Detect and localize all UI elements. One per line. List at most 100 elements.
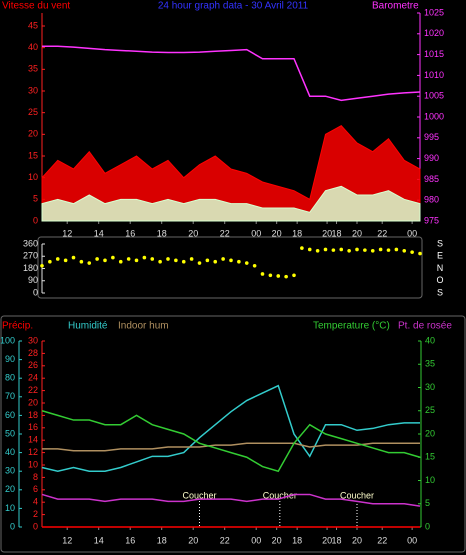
y-tick-label: 980 [424,195,439,205]
point [118,259,123,264]
y-tick-label: N [437,263,444,273]
x-tick-label: 12 [62,228,72,238]
point [237,259,241,264]
y-tick-label: 1005 [424,91,444,101]
point [339,247,344,252]
x-tick-label: 00 [251,228,261,238]
y-tick-label: 12 [28,447,38,457]
x-tick-label: 00 [407,228,417,238]
y-tick-label: 70 [5,391,15,401]
y-tick-label: 1000 [424,111,444,121]
point [394,247,399,252]
y-tick-label: 20 [28,129,38,139]
point [347,249,351,253]
point [221,257,225,261]
point [244,261,249,265]
y-tick-label: 20 [5,484,15,494]
y-tick-label: 4 [33,497,38,507]
point [197,261,202,265]
area [41,185,421,222]
y-tick-label: 10 [5,503,15,513]
line [41,410,421,473]
x-tick-label: 18 [292,535,302,545]
y-tick-label: 14 [28,435,38,445]
y-tick-label: 0 [10,521,15,531]
point [276,274,281,278]
x-tick-label: 22 [377,228,387,238]
x-tick-label: 20 [272,228,282,238]
x-tick-label: 18 [157,228,167,238]
point [268,273,273,278]
y-tick-label: 16 [28,422,38,432]
panel-frame [37,236,423,299]
y-tick-label: 90 [5,354,15,364]
y-tick-label: 28 [28,348,38,358]
x-tick-label: 16 [125,535,135,545]
x-tick-label: 20 [352,535,362,545]
y-tick-label: 360 [23,238,38,248]
point [142,255,147,260]
y-tick-label: 5 [33,194,38,204]
y-tick-label: 40 [425,335,435,345]
x-tick-label: 18 [157,535,167,545]
y-tick-label: 25 [425,405,435,415]
point [292,273,296,278]
legend-label: Précip. [2,321,33,332]
point [150,257,155,261]
point [229,258,233,263]
point [40,263,44,268]
point [355,247,359,252]
x-tick-label: 22 [220,535,230,545]
point [363,248,367,252]
y-tick-label: 26 [28,360,38,370]
y-tick-label: 40 [5,447,15,457]
point [103,258,107,263]
point [284,274,288,279]
x-tick-label: 20 [322,535,332,545]
y-tick-label: O [436,275,443,285]
line [42,45,421,102]
y-tick-label: 15 [425,452,435,462]
point [410,250,414,254]
legend-label: Humidité [68,321,108,332]
line [42,442,420,452]
x-tick-label: 22 [377,535,387,545]
y-tick-label: 90 [28,275,38,285]
y-tick-label: 995 [424,132,439,142]
y-tick-label: 5 [425,498,430,508]
y-tick-label: E [437,251,443,261]
x-tick-label: 14 [94,535,104,545]
y-tick-label: 20 [28,397,38,407]
y-tick-label: 0 [425,521,430,531]
y-tick-label: 25 [28,107,38,117]
x-tick-label: 12 [62,535,72,545]
y-tick-label: 10 [28,459,38,469]
point [307,247,312,252]
legend-label: Pt. de rosée [398,321,452,332]
x-tick-label: 20 [188,228,198,238]
x-tick-label: 16 [125,228,135,238]
y-tick-label: 8 [33,472,38,482]
x-tick-label: 20 [188,535,198,545]
point [331,248,336,252]
point [134,258,139,263]
point [63,258,68,263]
y-tick-label: 270 [23,251,38,261]
y-tick-label: 30 [28,85,38,95]
point [252,263,257,268]
x-tick-label: 18 [292,228,302,238]
y-tick-label: 0 [33,521,38,531]
point [111,255,115,260]
x-tick-label: 20 [352,228,362,238]
line [41,384,420,472]
x-tick-label: 18 [332,535,342,545]
point [95,257,99,261]
y-tick-label: 6 [33,484,38,494]
y-tick-label: 180 [23,263,38,273]
point [181,259,186,264]
point [189,257,194,261]
point [300,246,304,250]
x-tick-label: 00 [407,535,417,545]
x-tick-label: 22 [220,228,230,238]
